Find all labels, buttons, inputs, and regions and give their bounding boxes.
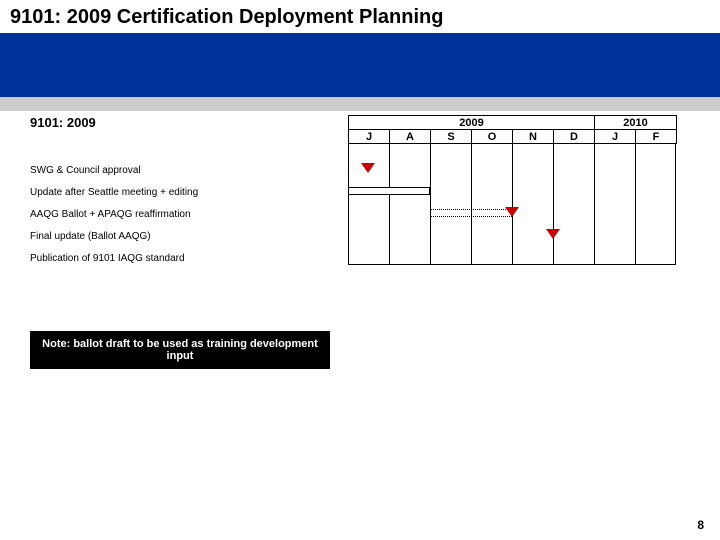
milestone-icon — [546, 229, 560, 239]
task-bar-dotted — [430, 209, 512, 217]
section-label: 9101: 2009 — [30, 115, 96, 130]
month-cell: J — [349, 130, 390, 144]
month-cell: N — [513, 130, 554, 144]
task-label: AAQG Ballot + APAQG reaffirmation — [30, 209, 348, 220]
task-label: SWG & Council approval — [30, 165, 348, 176]
task-timeline — [348, 225, 676, 247]
month-cell: D — [554, 130, 595, 144]
task-label: Final update (Ballot AAQG) — [30, 231, 348, 242]
month-row: J A S O N D J F — [349, 130, 677, 144]
page-title: 9101: 2009 Certification Deployment Plan… — [10, 6, 710, 29]
task-bar — [348, 187, 430, 195]
gantt-header: 2009 2010 J A S O N D J F — [348, 115, 677, 144]
task-row: Publication of 9101 IAQG standard — [30, 247, 676, 269]
task-timeline — [348, 181, 676, 203]
task-row: AAQG Ballot + APAQG reaffirmation — [30, 203, 676, 225]
title-bar: 9101: 2009 Certification Deployment Plan… — [0, 0, 720, 33]
blue-band — [0, 33, 720, 97]
month-cell: S — [431, 130, 472, 144]
task-label: Update after Seattle meeting + editing — [30, 187, 348, 198]
month-cell: F — [636, 130, 677, 144]
task-row: Final update (Ballot AAQG) — [30, 225, 676, 247]
month-cell: O — [472, 130, 513, 144]
task-row: SWG & Council approval — [30, 159, 676, 181]
task-row: Update after Seattle meeting + editing — [30, 181, 676, 203]
month-cell: J — [595, 130, 636, 144]
year-row: 2009 2010 — [349, 116, 677, 130]
milestone-icon — [505, 207, 519, 217]
slide: 9101: 2009 Certification Deployment Plan… — [0, 0, 720, 540]
note-box: Note: ballot draft to be used as trainin… — [30, 331, 330, 369]
task-timeline — [348, 247, 676, 269]
task-timeline — [348, 203, 676, 225]
task-timeline — [348, 159, 676, 181]
task-label: Publication of 9101 IAQG standard — [30, 253, 348, 264]
task-list: SWG & Council approval Update after Seat… — [30, 159, 676, 269]
grey-strip — [0, 97, 720, 111]
year-2010: 2010 — [595, 116, 677, 130]
page-number: 8 — [697, 518, 704, 532]
milestone-icon — [361, 163, 375, 173]
month-cell: A — [390, 130, 431, 144]
year-2009: 2009 — [349, 116, 595, 130]
